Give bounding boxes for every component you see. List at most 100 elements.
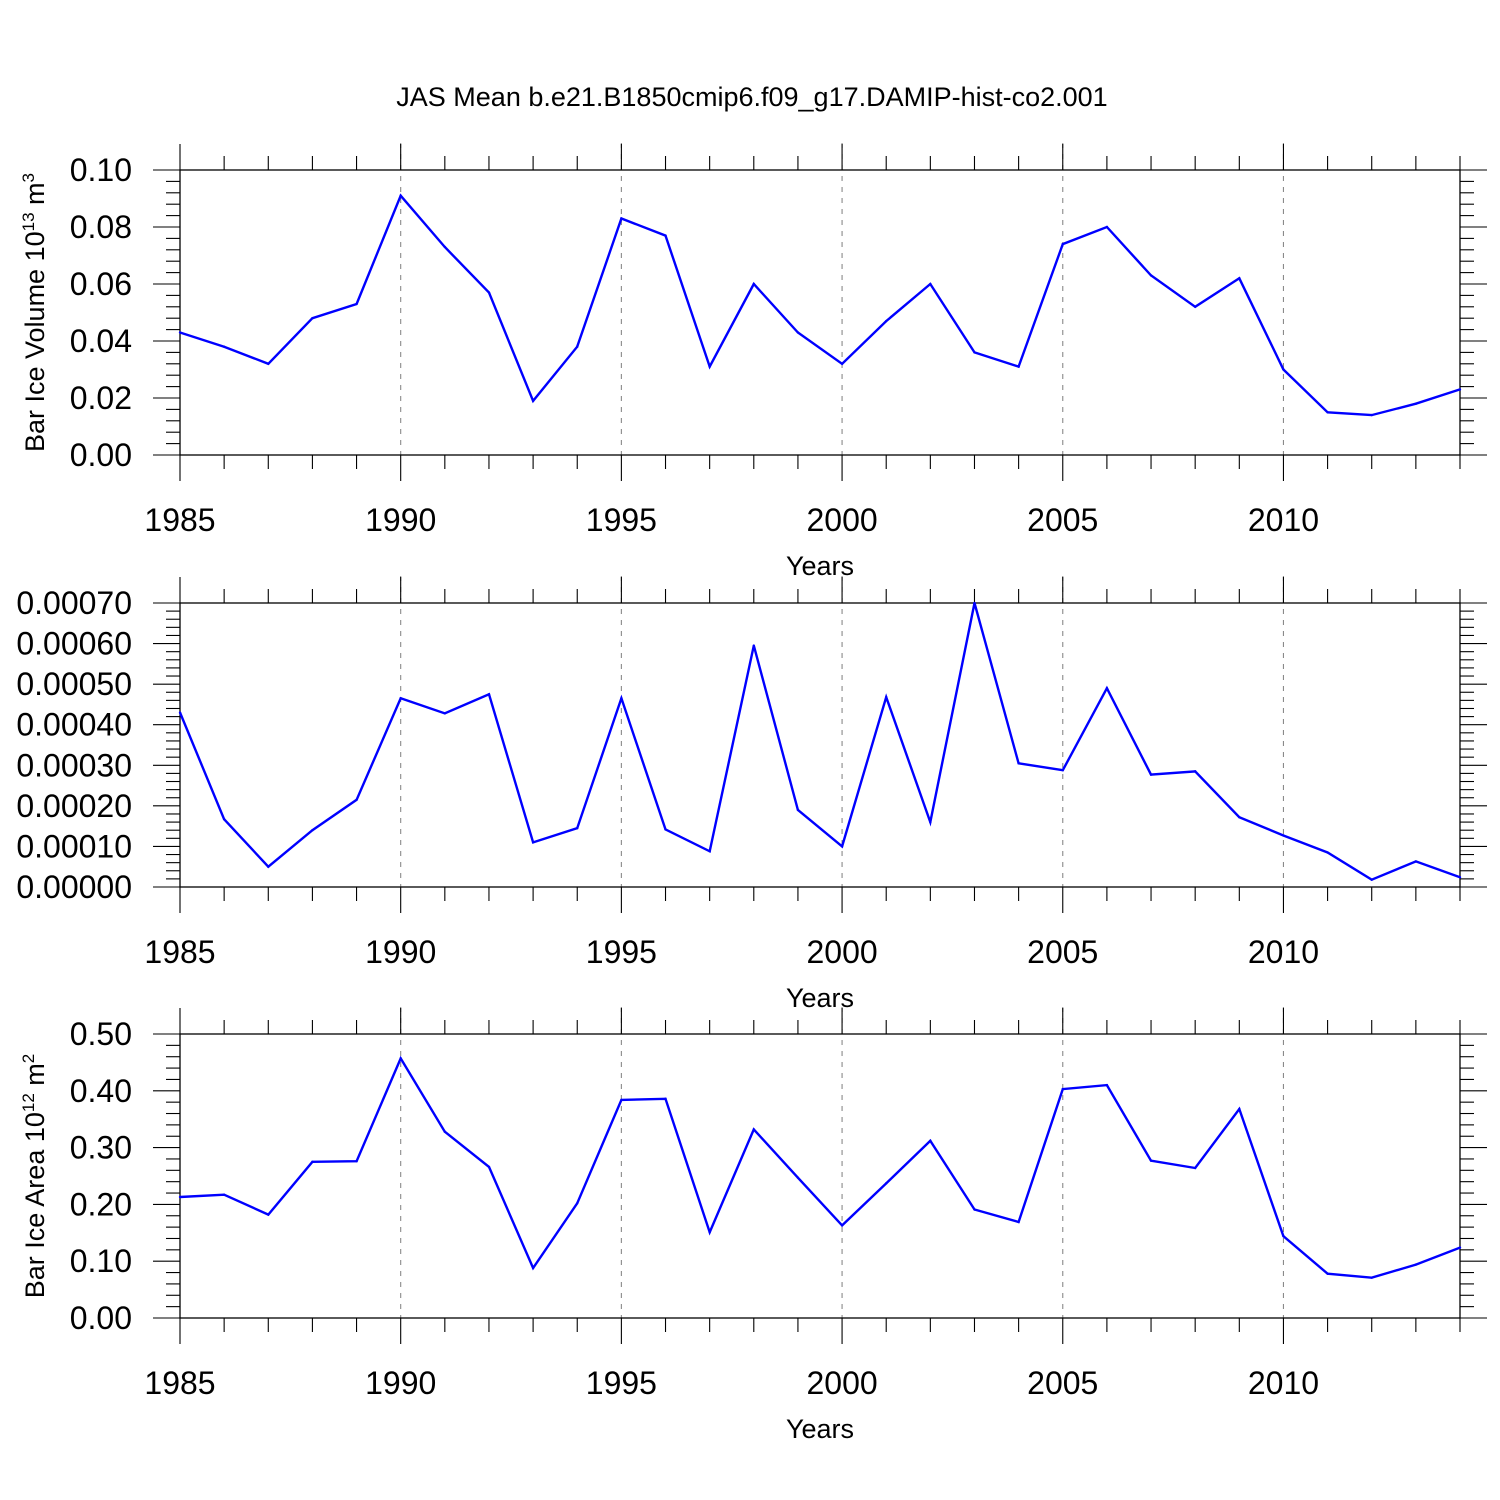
plot-frame [179,169,1461,456]
plot-frame [179,602,1461,888]
data-point [1282,834,1285,837]
y-tick-label: 0.10 [70,1243,132,1279]
data-point [752,644,755,647]
x-axis-label: Years [786,551,854,581]
y-tick-label: 0.00020 [16,788,132,824]
data-point [929,1139,932,1142]
data-point [178,331,182,334]
data-point [1414,1263,1418,1266]
data-point [840,845,844,848]
data-point [1149,773,1153,776]
data-point [1105,225,1109,229]
data-point [267,362,270,365]
data-point [399,194,402,197]
data-point [1414,402,1418,405]
x-tick-label: 1995 [586,502,657,538]
x-tick-label: 2010 [1248,1365,1319,1401]
data-point [178,711,182,714]
data-point [973,1208,976,1211]
data-point [1458,876,1462,879]
x-tick-label: 1995 [586,934,657,970]
y-axis-label-unit: m [20,182,50,212]
data-point [311,829,314,832]
data-point [1105,687,1109,690]
data-point [311,1160,314,1164]
series-line [178,602,1461,882]
data-point [443,245,447,249]
data-point [267,1213,270,1216]
data-point [1414,860,1418,863]
data-point [1370,1276,1373,1279]
y-axis-label-exponent: 12 [19,1093,38,1112]
x-tick-label: 1985 [144,502,215,538]
data-point [620,1098,623,1102]
data-point [1017,1220,1020,1224]
data-point [576,1202,579,1205]
x-tick-label: 1985 [144,934,215,970]
data-point [1282,368,1285,371]
data-point [222,1193,226,1196]
data-point [708,1231,711,1234]
y-axis-label: Bar Ice Area 1012 m2 [19,1054,50,1299]
data-point [1193,305,1197,308]
data-point [796,808,800,812]
x-tick-label: 2005 [1027,934,1098,970]
y-tick-label: 0.06 [70,266,132,302]
data-point [222,345,226,348]
y-tick-label: 0.08 [70,209,132,245]
x-tick-label: 2000 [806,502,877,538]
data-point [973,601,976,605]
data-point [487,291,491,294]
x-tick-label: 2005 [1027,1365,1098,1401]
x-tick-label: 1985 [144,1365,215,1401]
data-point [355,302,358,306]
data-point [1370,413,1373,417]
data-point [885,695,888,699]
data-point [399,697,402,700]
data-point [1238,1107,1241,1111]
data-point [1282,1235,1285,1238]
data-point [267,865,270,868]
data-point [1458,1246,1462,1249]
data-point [355,798,358,801]
x-tick-label: 2005 [1027,502,1098,538]
data-point [796,1176,800,1179]
volume-panel: 1985 1990 1995 2000 2005 2010 0.00 0.02 0.04 0.06… [19,143,1487,581]
data-point [1238,277,1241,280]
series-line [179,193,1461,417]
data-point [443,1130,447,1133]
y-tick-label: 0.10 [70,152,132,188]
y-tick-label: 0.40 [70,1073,132,1109]
data-point [399,1057,402,1060]
plot-frame [179,1033,1461,1319]
y-axis-label-unit-exponent: 2 [19,1054,38,1063]
x-axis-label: Years [786,1414,854,1444]
data-point [664,828,667,831]
y-tick-label: 0.00010 [16,828,132,864]
y-axis-label-unit: m [20,1063,50,1093]
data-point [840,362,844,365]
data-point [1017,365,1020,368]
y-tick-label: 0.04 [70,323,132,359]
y-tick-label: 0.00060 [16,626,132,662]
data-point [929,820,932,824]
y-axis-label: Bar Ice Volume 1013 m3 [19,173,50,452]
series-line [179,1055,1461,1279]
x-tick-label: 2010 [1248,934,1319,970]
data-point [840,1224,844,1227]
data-point [929,282,932,286]
data-point [1149,274,1153,277]
data-point [1061,768,1064,772]
data-point [708,850,711,853]
x-tick-label: 1990 [365,934,436,970]
data-point [576,826,579,830]
y-tick-label: 0.00040 [16,707,132,743]
data-point [708,365,711,368]
data-point [487,693,491,696]
figure-title: JAS Mean b.e21.B1850cmip6.f09_g17.DAMIP-… [396,82,1107,112]
data-point [620,217,623,220]
data-point [1193,770,1197,773]
y-tick-label: 0.00070 [16,585,132,621]
data-point [1061,1087,1064,1091]
data-point [620,697,623,700]
